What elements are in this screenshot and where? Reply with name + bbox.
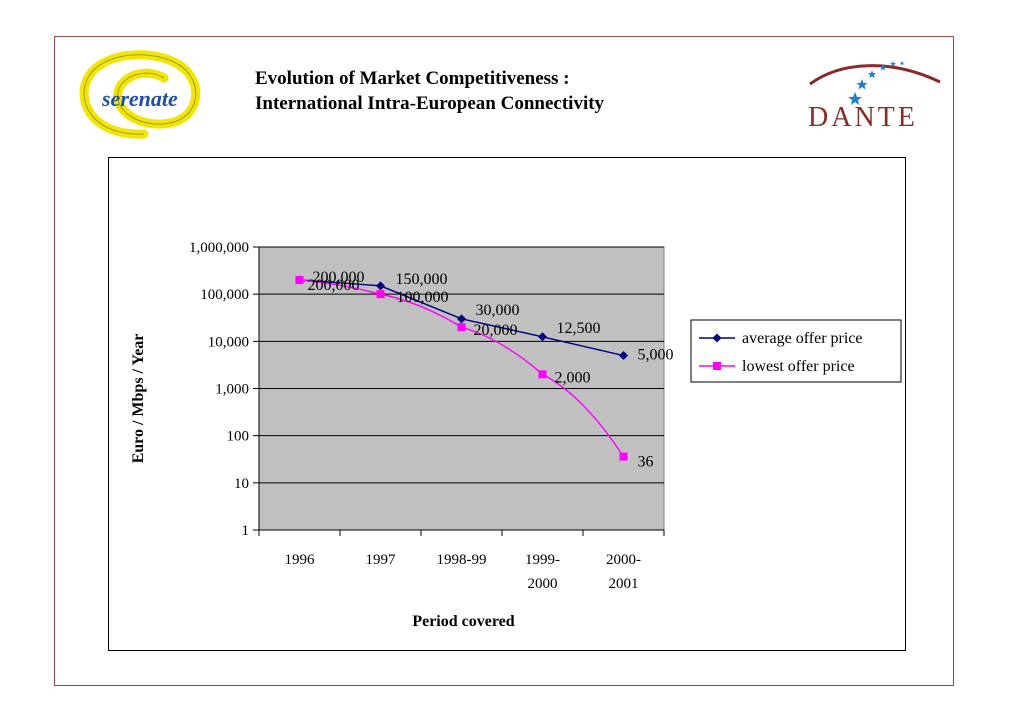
y-axis-ticks: 1 10 100 1,000 10,000 100,000 1,000,000: [189, 240, 259, 539]
x-tick-label: 1997: [366, 552, 397, 568]
x-tick-label: 1996: [285, 552, 316, 568]
slide-frame: [54, 36, 954, 686]
x-tick-label-line: 1999-: [525, 552, 560, 568]
data-point: [619, 452, 628, 461]
data-label: 150,000: [396, 271, 448, 288]
data-label: 12,500: [557, 320, 601, 337]
data-point: [457, 314, 466, 324]
x-tick-label-line: 1997: [366, 552, 397, 568]
data-point: [538, 370, 547, 379]
dante-logo: DANTE: [800, 44, 950, 139]
x-tick-label-line: 2000-: [606, 552, 641, 568]
x-axis-ticks: 1996 1997 1998-99 1999- 2000 2000- 2001: [258, 530, 665, 592]
star-icons: [848, 61, 905, 105]
legend: average offer price lowest offer price: [690, 319, 902, 383]
data-point: [376, 290, 385, 299]
data-label: 30,000: [476, 302, 520, 319]
y-tick-label: 100,000: [200, 287, 249, 303]
data-point: [457, 323, 466, 332]
legend-label: lowest offer price: [742, 358, 855, 375]
legend-marker: [712, 333, 722, 343]
data-label: 200,000: [313, 269, 365, 286]
page-title-line2: International Intra-European Connectivit…: [255, 93, 605, 114]
x-tick-label: 2000- 2001: [606, 552, 641, 592]
y-tick-label: 1,000,000: [189, 240, 249, 256]
page-title-line1: Evolution of Market Competitiveness :: [255, 68, 570, 89]
x-tick-label-line: 1996: [285, 552, 316, 568]
series-layer: [295, 275, 628, 461]
x-axis-label: Period covered: [412, 613, 514, 630]
legend-box: [690, 319, 902, 383]
x-tick-label-line: 2000: [528, 576, 558, 592]
legend-marker: [713, 362, 721, 370]
dante-logo-text: DANTE: [808, 102, 918, 133]
data-label: 36: [638, 454, 654, 471]
x-tick-label-line: 1998-99: [437, 552, 487, 568]
chart-box: 1 10 100 1,000 10,000 100,000 1,000,000 1996 19…: [108, 157, 906, 651]
data-point: [619, 351, 628, 361]
serenate-logo-text: serenate: [101, 86, 178, 111]
data-label: 100,000: [397, 289, 449, 306]
data-point: [295, 275, 304, 284]
data-point: [538, 332, 547, 342]
x-tick-label-line: 2001: [609, 576, 639, 592]
y-tick-label: 10: [234, 476, 249, 492]
data-label: 5,000: [638, 347, 674, 364]
data-label: 20,000: [474, 322, 518, 339]
grid-lines: [259, 246, 664, 484]
data-point: [376, 281, 385, 291]
legend-label: average offer price: [742, 330, 863, 347]
data-label: 2,000: [555, 369, 591, 386]
data-label: 200,000: [308, 277, 360, 294]
y-axis-label: Euro / Mbps / Year: [130, 334, 147, 464]
y-tick-label: 1: [242, 523, 250, 539]
data-labels: 200,000 150,000 30,000 12,500 5,000 200,000 10…: [308, 269, 674, 471]
y-tick-label: 10,000: [208, 334, 249, 350]
x-tick-label: 1999- 2000: [525, 552, 560, 592]
page-title: Evolution of Market Competitiveness : In…: [255, 66, 604, 116]
y-tick-label: 1,000: [215, 382, 249, 398]
serenate-logo: serenate: [74, 44, 224, 149]
x-tick-label: 1998-99: [437, 552, 487, 568]
y-tick-label: 100: [227, 429, 250, 445]
